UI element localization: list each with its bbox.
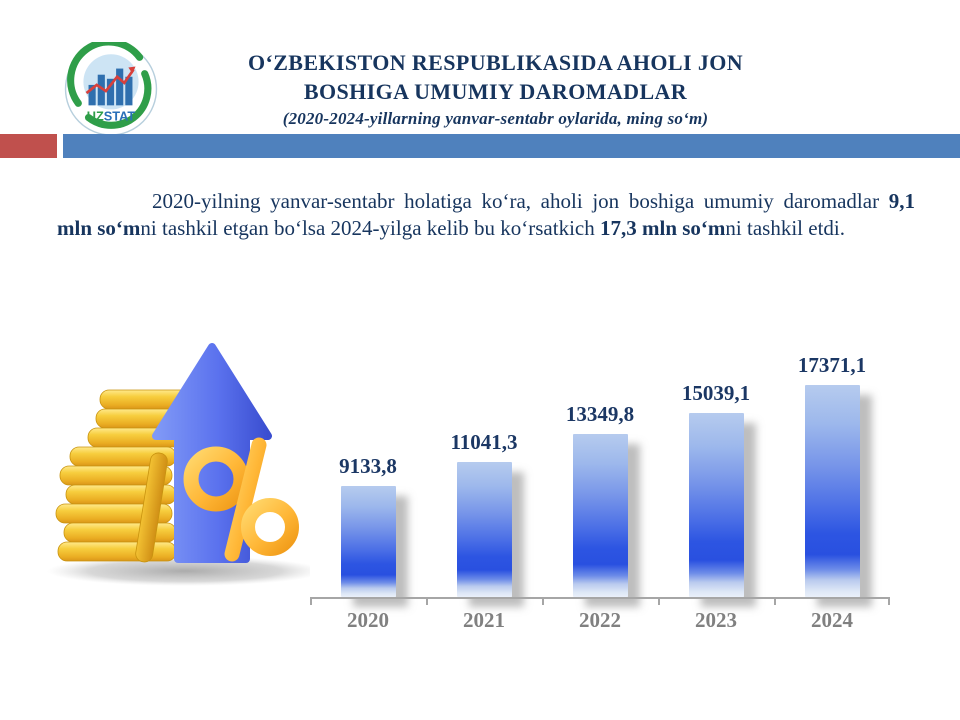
logo-text-stat: STAT <box>104 109 136 124</box>
paragraph-bold-value: 9,1 mln soʻm <box>57 189 915 240</box>
slide-subtitle: (2020-2024-yillarning yanvar-sentabr oyl… <box>282 109 709 128</box>
bar-value-label: 11041,3 <box>450 430 518 454</box>
uzstat-logo: UZSTAT <box>64 38 158 136</box>
paragraph-bold-value: 17,3 mln soʻm <box>600 216 726 240</box>
coins-growth-illustration-icon <box>47 343 323 586</box>
slide-title-line2: BOSHIGA UMUMIY DAROMADLAR <box>303 79 688 104</box>
logo-text-uz: UZ <box>87 109 104 124</box>
x-axis-tick <box>774 599 776 605</box>
paragraph-text: 2020-yilning yanvar-sentabr holatiga koʻ… <box>152 189 889 213</box>
bar-2024 <box>804 385 860 597</box>
bar-column-2024: 17371,1 <box>774 343 890 597</box>
logo-trend-line <box>85 68 135 95</box>
bar-value-label: 15039,1 <box>681 381 751 405</box>
x-axis-tick <box>888 599 890 605</box>
logo-wordmark: UZSTAT <box>87 109 136 124</box>
logo-bar-chart-icon <box>88 68 133 106</box>
bar-column-2020: 9133,8 <box>310 343 426 597</box>
x-axis-label-2023: 2023 <box>695 608 737 632</box>
bar-column-2021: 11041,3 <box>426 343 542 597</box>
bar-chart-x-axis: 2020 2021 2022 2023 2024 <box>310 597 890 639</box>
paragraph-text: ni tashkil etgan boʻlsa 2024-yilga kelib… <box>140 216 600 240</box>
coins-growth-illustration <box>40 333 323 595</box>
logo-trend-arrowhead <box>128 66 136 74</box>
logo-green-swoosh-left <box>67 38 144 107</box>
x-axis-tick <box>542 599 544 605</box>
bar-column-2023: 15039,1 <box>658 343 774 597</box>
header-band-blue <box>63 134 960 158</box>
x-axis-label-2024: 2024 <box>811 608 853 632</box>
x-axis-tick <box>426 599 428 605</box>
x-axis-label-2022: 2022 <box>579 608 621 632</box>
bar-column-2022: 13349,8 <box>542 343 658 597</box>
bar-chart-plot: 9133,8 11041,3 13349,8 15039,1 17371,1 <box>310 343 890 597</box>
header-band-red-accent <box>0 134 57 158</box>
uzstat-logo-icon: UZSTAT <box>64 38 158 136</box>
bar-2020 <box>340 486 396 597</box>
percent-icon <box>183 437 299 562</box>
slide-title-block: OʻZBEKISTON RESPUBLIKASIDA AHOLI JON BOS… <box>168 48 823 129</box>
bar-2023 <box>688 413 744 597</box>
x-axis-tick <box>658 599 660 605</box>
x-axis-label-2021: 2021 <box>463 608 505 632</box>
bar-value-label: 13349,8 <box>565 402 635 426</box>
x-axis-tick <box>310 599 312 605</box>
paragraph-text: ni tashkil etdi. <box>725 216 845 240</box>
bar-value-label: 17371,1 <box>797 353 867 377</box>
bar-value-label: 9133,8 <box>339 454 397 478</box>
body-paragraph: 2020-yilning yanvar-sentabr holatiga koʻ… <box>57 188 915 242</box>
illustration-shadow <box>47 556 323 586</box>
slide-title-line1: OʻZBEKISTON RESPUBLIKASIDA AHOLI JON <box>247 50 744 75</box>
bar-2021 <box>456 462 512 597</box>
logo-green-swoosh-right <box>84 70 152 129</box>
bar-2022 <box>572 434 628 597</box>
x-axis-label-2020: 2020 <box>347 608 389 632</box>
